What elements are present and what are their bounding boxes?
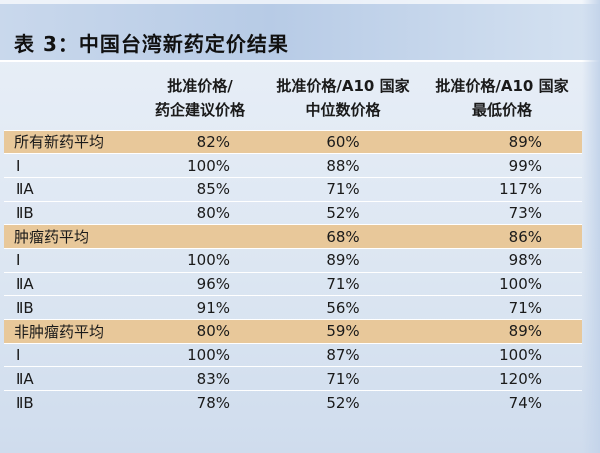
cell-vs-a10-lowest: 71%	[422, 295, 582, 320]
cell-vs-proposed: 80%	[136, 319, 264, 344]
row-label: Ⅰ	[4, 247, 136, 273]
table-row: ⅡA 83% 71% 120%	[4, 366, 582, 391]
header-cell-vs-a10-median: 批准价格/A10 国家 中位数价格	[276, 77, 410, 119]
row-label: ⅡB	[4, 200, 136, 225]
cell-vs-proposed: 100%	[136, 247, 264, 273]
row-label: 所有新药平均	[4, 129, 136, 154]
row-label: 肿瘤药平均	[4, 224, 136, 249]
table-row: Ⅰ 100% 88% 99%	[4, 153, 582, 178]
cell-vs-proposed: 100%	[136, 342, 264, 367]
cell-vs-a10-median: 71%	[264, 366, 422, 391]
pricing-table: 批准价格/药企建议价格 批准价格/A10 国家 中位数价格 批准价格/A10 国家…	[4, 70, 582, 415]
cell-vs-a10-lowest: 89%	[422, 319, 582, 344]
table-header-row: 批准价格/药企建议价格 批准价格/A10 国家 中位数价格 批准价格/A10 国家…	[4, 70, 582, 130]
cell-vs-a10-lowest: 99%	[422, 153, 582, 178]
cell-vs-a10-lowest: 98%	[422, 247, 582, 273]
cell-vs-a10-lowest: 74%	[422, 390, 582, 415]
cell-vs-proposed: 91%	[136, 295, 264, 320]
cell-vs-a10-median: 88%	[264, 153, 422, 178]
table-body: 所有新药平均 82% 60% 89% Ⅰ 100% 88% 99% ⅡA 85% 71% 117% ⅡB…	[4, 129, 582, 415]
cell-vs-a10-lowest: 100%	[422, 271, 582, 296]
cell-vs-a10-median: 59%	[264, 319, 422, 344]
row-label: ⅡA	[4, 366, 136, 391]
table-row: ⅡB 78% 52% 74%	[4, 390, 582, 415]
cell-vs-proposed: 85%	[136, 176, 264, 202]
cell-vs-a10-median: 71%	[264, 176, 422, 202]
row-label: ⅡA	[4, 271, 136, 296]
table-row: Ⅰ 100% 89% 98%	[4, 247, 582, 273]
cell-vs-a10-lowest: 89%	[422, 129, 582, 154]
cell-vs-a10-median: 68%	[264, 224, 422, 249]
row-label: 非肿瘤药平均	[4, 319, 136, 344]
cell-vs-proposed: 100%	[136, 153, 264, 178]
row-label: ⅡA	[4, 176, 136, 202]
header-cell-vs-proposed: 批准价格/药企建议价格	[154, 77, 245, 119]
table-row: ⅡA 96% 71% 100%	[4, 271, 582, 296]
cell-vs-a10-median: 71%	[264, 271, 422, 296]
cell-vs-a10-median: 87%	[264, 342, 422, 367]
row-label: Ⅰ	[4, 342, 136, 367]
table-row: Ⅰ 100% 87% 100%	[4, 342, 582, 367]
cell-vs-a10-lowest: 117%	[422, 176, 582, 202]
cell-vs-proposed: 80%	[136, 200, 264, 225]
cell-vs-a10-median: 52%	[264, 390, 422, 415]
cell-vs-proposed: 82%	[136, 129, 264, 154]
table-row: ⅡA 85% 71% 117%	[4, 176, 582, 202]
header-cell-vs-a10-lowest: 批准价格/A10 国家 最低价格	[435, 77, 569, 119]
table-group-row: 所有新药平均 82% 60% 89%	[4, 129, 582, 154]
title-bar: 表 3：中国台湾新药定价结果	[0, 0, 600, 62]
table-title: 表 3：中国台湾新药定价结果	[14, 32, 289, 56]
row-label: ⅡB	[4, 295, 136, 320]
cell-vs-a10-median: 52%	[264, 200, 422, 225]
cell-vs-a10-lowest: 86%	[422, 224, 582, 249]
cell-vs-proposed	[136, 224, 264, 249]
table-group-row: 非肿瘤药平均 80% 59% 89%	[4, 319, 582, 344]
cell-vs-a10-lowest: 73%	[422, 200, 582, 225]
cell-vs-proposed: 78%	[136, 390, 264, 415]
table-group-row: 肿瘤药平均 68% 86%	[4, 224, 582, 249]
cell-vs-proposed: 96%	[136, 271, 264, 296]
cell-vs-a10-lowest: 100%	[422, 342, 582, 367]
row-label: ⅡB	[4, 390, 136, 415]
table-row: ⅡB 91% 56% 71%	[4, 295, 582, 320]
row-label: Ⅰ	[4, 153, 136, 178]
header-cell-label	[4, 70, 136, 130]
cell-vs-a10-median: 89%	[264, 247, 422, 273]
page-edge-shadow	[582, 0, 600, 453]
cell-vs-a10-median: 56%	[264, 295, 422, 320]
cell-vs-proposed: 83%	[136, 366, 264, 391]
cell-vs-a10-median: 60%	[264, 129, 422, 154]
table-row: ⅡB 80% 52% 73%	[4, 200, 582, 225]
cell-vs-a10-lowest: 120%	[422, 366, 582, 391]
